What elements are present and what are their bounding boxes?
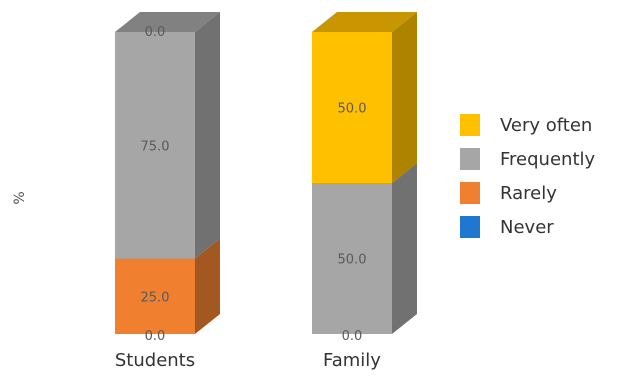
category-labels-group: Students Family bbox=[115, 350, 381, 371]
bar-students-rarely-side bbox=[195, 238, 220, 334]
legend-swatch-never bbox=[460, 216, 480, 238]
y-axis-label: % bbox=[12, 191, 28, 204]
legend-swatch-frequently bbox=[460, 148, 480, 170]
data-label-students-never: 0.0 bbox=[145, 329, 166, 344]
data-label-family-very-often: 50.0 bbox=[338, 102, 367, 117]
bar-students-frequently-side bbox=[195, 12, 220, 259]
data-label-students-rarely: 25.0 bbox=[141, 290, 170, 305]
bar-family-very-often-side bbox=[392, 12, 417, 183]
legend-swatch-very-often bbox=[460, 114, 480, 136]
data-label-family-frequently: 50.0 bbox=[338, 253, 367, 268]
legend-label-rarely: Rarely bbox=[500, 183, 557, 204]
bar-family-very-often-front bbox=[312, 32, 392, 183]
legend-swatch-rarely bbox=[460, 182, 480, 204]
bar-family-frequently-front bbox=[312, 183, 392, 334]
bar-students-frequently-front bbox=[115, 32, 195, 259]
data-label-students-frequently: 75.0 bbox=[141, 139, 170, 154]
bar-family-frequently-side bbox=[392, 163, 417, 334]
category-label-students: Students bbox=[115, 350, 195, 371]
data-label-students-very-often: 0.0 bbox=[145, 25, 166, 40]
data-label-family-never: 0.0 bbox=[342, 329, 363, 344]
bar-family-top bbox=[312, 12, 417, 32]
legend-label-frequently: Frequently bbox=[500, 149, 595, 170]
category-label-family: Family bbox=[323, 350, 381, 371]
bar-students-top bbox=[115, 12, 220, 32]
data-labels-group: 0.0 25.0 75.0 0.0 0.0 50.0 50.0 bbox=[141, 25, 367, 344]
bars-group bbox=[115, 12, 417, 334]
legend: Very often Frequently Rarely Never bbox=[460, 114, 595, 238]
legend-label-very-often: Very often bbox=[500, 115, 592, 136]
bar-students-rarely-front bbox=[115, 258, 195, 334]
legend-label-never: Never bbox=[500, 217, 554, 238]
